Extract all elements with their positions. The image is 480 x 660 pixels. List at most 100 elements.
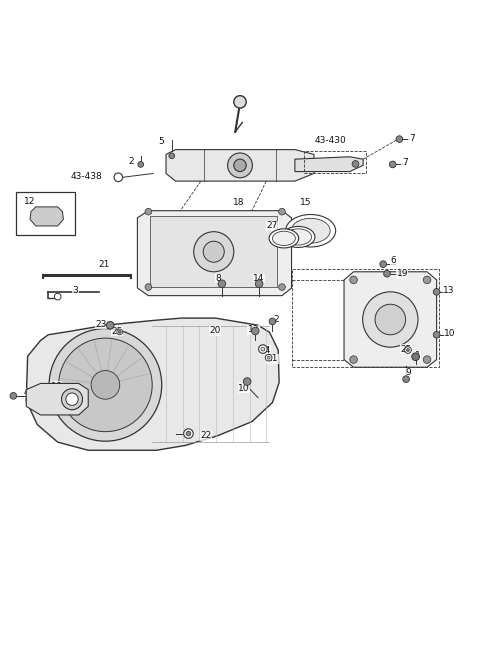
Bar	[16, 191, 75, 234]
Text: 43-438: 43-438	[71, 172, 102, 181]
Text: 14: 14	[253, 274, 265, 283]
Circle shape	[433, 288, 440, 295]
Circle shape	[350, 276, 358, 284]
Bar	[291, 269, 439, 367]
Circle shape	[114, 173, 122, 182]
Circle shape	[186, 431, 191, 436]
Text: 27: 27	[267, 222, 278, 230]
Circle shape	[118, 331, 121, 333]
Circle shape	[10, 393, 17, 399]
Text: 10: 10	[444, 329, 456, 339]
Text: 2: 2	[128, 157, 134, 166]
Text: 6: 6	[391, 256, 396, 265]
Text: 43-430: 43-430	[315, 135, 347, 145]
Text: 16: 16	[50, 382, 62, 391]
Text: 19: 19	[396, 269, 408, 278]
Circle shape	[407, 348, 409, 352]
Text: 10: 10	[238, 383, 250, 393]
Circle shape	[279, 209, 285, 215]
Circle shape	[396, 136, 403, 143]
Circle shape	[252, 327, 259, 335]
Circle shape	[423, 276, 431, 284]
Polygon shape	[295, 157, 363, 172]
Ellipse shape	[286, 214, 336, 247]
Text: 11: 11	[267, 354, 278, 363]
Polygon shape	[166, 150, 314, 181]
Circle shape	[228, 153, 252, 178]
Circle shape	[145, 209, 152, 215]
Circle shape	[49, 329, 162, 441]
Text: 23: 23	[95, 320, 107, 329]
Text: 4: 4	[24, 389, 29, 397]
Circle shape	[375, 304, 406, 335]
Circle shape	[352, 160, 359, 167]
Circle shape	[255, 280, 263, 288]
Circle shape	[54, 293, 61, 300]
Text: 22: 22	[200, 432, 211, 440]
Circle shape	[61, 389, 83, 410]
Text: 7: 7	[409, 134, 415, 143]
Ellipse shape	[281, 226, 315, 248]
Ellipse shape	[291, 218, 330, 243]
Circle shape	[380, 261, 386, 267]
Text: 15: 15	[300, 197, 312, 207]
Bar	[150, 216, 277, 287]
Text: 26: 26	[295, 222, 307, 230]
Circle shape	[389, 161, 396, 168]
Circle shape	[350, 356, 358, 364]
Circle shape	[423, 356, 431, 364]
Text: 9: 9	[405, 368, 411, 378]
Text: 21: 21	[98, 259, 109, 269]
Polygon shape	[26, 383, 88, 415]
Bar	[304, 150, 366, 174]
Text: 13: 13	[248, 325, 259, 335]
Circle shape	[405, 346, 411, 353]
Circle shape	[259, 345, 267, 353]
Circle shape	[363, 292, 418, 347]
Text: 17: 17	[70, 398, 81, 407]
Circle shape	[384, 271, 390, 277]
Circle shape	[91, 370, 120, 399]
Text: 1: 1	[415, 351, 420, 360]
Text: 3: 3	[72, 286, 78, 296]
Circle shape	[234, 159, 246, 172]
Circle shape	[218, 280, 226, 288]
Polygon shape	[26, 318, 279, 450]
Text: 13: 13	[443, 286, 455, 296]
Circle shape	[243, 378, 251, 385]
Circle shape	[169, 153, 175, 158]
Text: 7: 7	[402, 158, 408, 168]
Circle shape	[412, 353, 420, 360]
Circle shape	[261, 347, 265, 351]
Text: 18: 18	[233, 197, 245, 207]
Polygon shape	[137, 211, 291, 296]
Text: 5: 5	[158, 137, 164, 146]
Circle shape	[433, 331, 440, 338]
Circle shape	[107, 321, 114, 329]
Circle shape	[279, 284, 285, 290]
Circle shape	[267, 356, 270, 359]
Text: 8: 8	[216, 274, 221, 283]
Circle shape	[265, 354, 272, 361]
Circle shape	[234, 96, 246, 108]
Text: 2: 2	[273, 315, 278, 324]
Circle shape	[59, 338, 152, 432]
Circle shape	[403, 376, 409, 383]
Circle shape	[203, 242, 224, 262]
Text: 25: 25	[400, 345, 412, 354]
Text: 12: 12	[24, 197, 36, 207]
Circle shape	[194, 232, 234, 272]
Polygon shape	[30, 207, 63, 226]
Circle shape	[66, 393, 78, 405]
Ellipse shape	[273, 231, 295, 246]
Circle shape	[184, 429, 193, 438]
Circle shape	[269, 318, 276, 325]
Ellipse shape	[269, 229, 299, 248]
Circle shape	[145, 284, 152, 290]
Circle shape	[138, 162, 144, 167]
Text: 25: 25	[111, 327, 122, 336]
Text: 24: 24	[259, 346, 270, 354]
Ellipse shape	[285, 229, 312, 245]
Text: 20: 20	[209, 327, 221, 335]
Circle shape	[117, 329, 122, 335]
